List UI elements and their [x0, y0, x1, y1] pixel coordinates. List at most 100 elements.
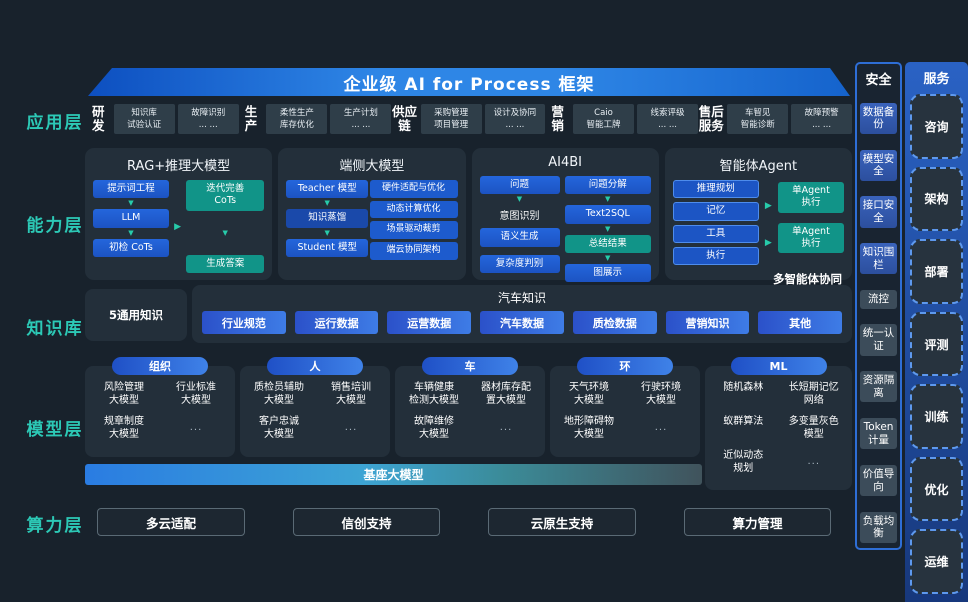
- flow-step: 生成答案: [186, 254, 265, 273]
- flow-step: 图展示: [564, 264, 651, 283]
- app-group-title: 营销: [551, 103, 564, 133]
- model-grid: 随机森林 长短期记忆 网络 蚁群算法 多变量灰色 模型 近似动态 规划 ...: [705, 366, 852, 481]
- app-group-supply-chain: 供应链 采购管理 项目管理 设计及协同 ... ...: [391, 103, 546, 135]
- framework-banner: 企业级 AI for Process 框架: [88, 68, 850, 96]
- app-scenario-box: 故障预警 ... ...: [791, 103, 852, 135]
- compute-item-xinchuang: 信创支持: [293, 508, 440, 536]
- feature-item: 场景驱动裁剪: [369, 221, 458, 240]
- edge-flow: Teacher 模型 ▼ 知识蒸馏 ▼ Student 模型 硬件适配与优化 动…: [286, 180, 458, 273]
- flow-step: 意图识别: [499, 211, 540, 223]
- model-item-ellipsis: ...: [654, 422, 668, 434]
- security-item: 负载均衡: [860, 511, 897, 543]
- auto-knowledge-items: 行业规范 运行数据 运营数据 汽车数据 质检数据 营销知识 其他: [202, 311, 843, 334]
- model-group-organization: 组织 风险管理 大模型 行业标准 大模型 规章制度 大模型 ...: [85, 357, 235, 457]
- panel-agent: 智能体Agent 推理规划 记忆 工具 执行 ▶ ▶ 单Agent 执行 单Ag…: [664, 148, 852, 286]
- app-group-after-sales: 售后服务 车智见 智能诊断 故障预警 ... ...: [698, 103, 852, 135]
- model-item-ellipsis: ...: [344, 422, 358, 434]
- app-group-rnd: 研发 知识库 试验认证 故障识别 ... ...: [86, 103, 239, 135]
- compute-item-multicloud: 多云适配: [97, 508, 245, 536]
- security-item: 模型安全: [860, 149, 897, 181]
- layer-label-knowledge: 知识库: [26, 319, 84, 339]
- security-item: 接口安全: [860, 196, 897, 228]
- flow-step: 知识蒸馏: [286, 209, 369, 228]
- framework-title: 企业级 AI for Process 框架: [343, 74, 595, 95]
- compute-item-cloudnative: 云原生支持: [488, 508, 636, 536]
- security-item: 资源隔离: [860, 371, 897, 403]
- knowledge-item: 运营数据: [387, 311, 472, 334]
- model-item: 风险管理 大模型: [104, 382, 144, 406]
- model-item-ellipsis: ...: [499, 422, 513, 434]
- model-group-ml: ML 随机森林 长短期记忆 网络 蚁群算法 多变量灰色 模型 近似动态 规划 .…: [705, 357, 852, 490]
- panel-title: 端侧大模型: [339, 159, 405, 174]
- arrow-down-icon: ▼: [128, 228, 134, 237]
- base-model-bar: 基座大模型: [85, 464, 702, 485]
- arrow-right-icon: ▶: [174, 221, 182, 232]
- model-item: 质检员辅助 大模型: [254, 382, 304, 406]
- service-item: 运维: [910, 529, 963, 595]
- security-title: 安全: [865, 73, 892, 88]
- arrow-down-icon: ▼: [324, 228, 330, 237]
- app-scenario-box: 生产计划 ... ...: [330, 103, 392, 135]
- application-layer-row: 研发 知识库 试验认证 故障识别 ... ... 生产 柔性生产 库存优化 生产…: [86, 96, 852, 142]
- flow-step: Teacher 模型: [286, 180, 369, 199]
- flow-step: 复杂度判别: [479, 254, 560, 274]
- app-scenario-box: 故障识别 ... ...: [177, 103, 239, 135]
- agent-flow: 推理规划 记忆 工具 执行 ▶ ▶ 单Agent 执行 单Agent 执行: [672, 180, 844, 269]
- arrow-down-icon: ▼: [324, 199, 330, 208]
- knowledge-item: 其他: [758, 311, 843, 334]
- security-item: 流控: [860, 290, 897, 309]
- app-scenario-box: 柔性生产 库存优化: [266, 103, 328, 135]
- model-item: 天气环境 大模型: [569, 382, 609, 406]
- model-item: 蚁群算法: [723, 416, 764, 427]
- service-item: 部署: [910, 239, 963, 304]
- model-item: 行业标准 大模型: [176, 382, 216, 406]
- model-item: 车辆健康 检测大模型: [409, 382, 459, 406]
- model-item: 长短期记忆 网络: [788, 382, 839, 406]
- layer-label-compute: 算力层: [26, 516, 84, 536]
- arrow-down-icon: ▼: [222, 228, 228, 237]
- app-group-title: 研发: [92, 103, 105, 133]
- agent-component: 工具: [672, 224, 759, 244]
- multi-agent-note: 多智能体协同: [773, 272, 842, 287]
- ai4bi-flow-right: 问题分解 ▼ Text2SQL ▼ 总结结果 ▼ 图展示: [564, 176, 651, 283]
- arrow-down-icon: ▼: [605, 254, 611, 263]
- service-item: 训练: [910, 384, 963, 449]
- panel-title: RAG+推理大模型: [127, 159, 231, 174]
- capability-layer-row: RAG+推理大模型 提示词工程 ▼ LLM ▼ 初检 CoTs ▶ 迭代完善 C…: [85, 148, 852, 286]
- auto-knowledge-title: 汽车知识: [497, 291, 546, 305]
- agent-executors: 单Agent 执行 单Agent 执行: [777, 180, 844, 269]
- app-scenario-box: 知识库 试验认证: [113, 103, 175, 135]
- model-item-ellipsis: ...: [807, 456, 821, 468]
- arrow-down-icon: ▼: [128, 199, 134, 208]
- agent-component: 执行: [672, 247, 759, 266]
- knowledge-item: 汽车数据: [480, 311, 564, 334]
- group-pill: ML: [730, 357, 827, 375]
- arrow-right-icon: ▶: [764, 238, 772, 249]
- edge-feature-list: 硬件适配与优化 动态计算优化 场景驱动裁剪 端云协同架构: [369, 180, 458, 273]
- app-scenario-box: 采购管理 项目管理: [420, 103, 482, 135]
- model-item: 行驶环境 大模型: [641, 382, 681, 406]
- arrow-down-icon: ▼: [516, 195, 523, 204]
- app-scenario-box: 设计及协同 ... ...: [484, 103, 546, 135]
- ai4bi-flow-left: 问题 ▼ 意图识别 语义生成 复杂度判别: [479, 176, 560, 282]
- knowledge-item: 营销知识: [665, 311, 750, 334]
- edge-flow-left: Teacher 模型 ▼ 知识蒸馏 ▼ Student 模型: [286, 180, 369, 273]
- services-column: 服务 咨询 架构 部署 评测 训练 优化 运维: [905, 62, 968, 602]
- model-item-ellipsis: ...: [189, 422, 203, 434]
- rag-flow: 提示词工程 ▼ LLM ▼ 初检 CoTs ▶ 迭代完善 CoTs ▼ 生成答案: [93, 180, 265, 273]
- model-item: 客户忠诚 大模型: [259, 416, 299, 440]
- service-item: 评测: [910, 311, 963, 377]
- model-group-environment: 环 天气环境 大模型 行驶环境 大模型 地形障碍物 大模型 ...: [550, 357, 700, 457]
- flow-step: 问题: [479, 176, 560, 195]
- rag-flow-left: 提示词工程 ▼ LLM ▼ 初检 CoTs: [93, 180, 169, 273]
- rag-flow-right: 迭代完善 CoTs ▼ 生成答案: [186, 180, 265, 273]
- agent-executor: 单Agent 执行: [777, 182, 844, 213]
- arrow-down-icon: ▼: [605, 195, 611, 204]
- model-grid: 风险管理 大模型 行业标准 大模型 规章制度 大模型 ...: [85, 366, 235, 447]
- flow-step: 提示词工程: [93, 180, 169, 199]
- flow-step: LLM: [93, 209, 169, 228]
- layer-label-application: 应用层: [26, 113, 84, 133]
- app-group-title: 生产: [244, 103, 258, 133]
- model-grid: 车辆健康 检测大模型 器材库存配 置大模型 故障维修 大模型 ...: [395, 366, 545, 447]
- model-item: 销售培训 大模型: [331, 382, 371, 406]
